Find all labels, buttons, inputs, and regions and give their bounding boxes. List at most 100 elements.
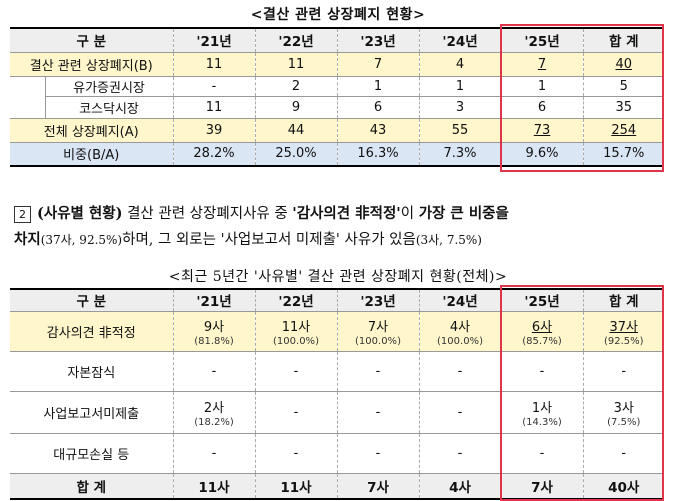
cell: 55: [418, 118, 502, 143]
cell: -: [582, 351, 664, 392]
paragraph-line-2: 차지(37사, 92.5%)하며, 그 외로는 '사업보고서 미제출' 사유가 …: [14, 227, 664, 253]
header-2021: '21년: [172, 28, 256, 53]
settlement-delisting-table: 구 분 '21년 '22년 '23년 '24년 '25년 합 계 결산 관련 상…: [10, 27, 665, 167]
cell: 9: [254, 96, 338, 119]
cell: -: [336, 391, 419, 434]
cell-value: 9사: [203, 319, 225, 335]
small-note: (3사, 7.5%): [415, 233, 482, 247]
quote-bold: '감사의견 非적정': [292, 205, 401, 222]
cell: -: [418, 391, 501, 434]
cell: 15.7%: [582, 142, 665, 167]
row-label: 유가증권시장: [44, 76, 174, 97]
table-row-total: 합 계 11사 11사 7사 4사 7사 40사: [10, 473, 664, 500]
table-row: 비중(B/A) 28.2% 25.0% 16.3% 7.3% 9.6% 15.7…: [10, 142, 665, 167]
indent-cell: [10, 96, 45, 119]
cell-pct: (85.7%): [522, 335, 562, 347]
cell: 3: [418, 96, 502, 119]
table-row: 결산 관련 상장폐지(B) 11 11 7 4 7 40: [10, 52, 665, 77]
cell: -: [336, 351, 419, 392]
cell-pct: (100.0%): [437, 335, 483, 347]
cell: 39: [172, 118, 256, 143]
tail-bold: 가장 큰 비중을: [418, 205, 509, 222]
cell: 11: [254, 52, 338, 77]
header-2023: '23년: [336, 28, 420, 53]
small-note: (37사, 92.5%): [40, 233, 123, 247]
cell-value: 11사: [281, 319, 311, 335]
cell: 11사 (100.0%): [254, 311, 337, 352]
cell: 1: [500, 76, 584, 97]
header-total: 합 계: [582, 28, 665, 53]
header-2025: '25년: [500, 289, 583, 312]
cell: 6: [500, 96, 584, 119]
table2-title: <최근 5년간 '사유별' 결산 관련 상장폐지 현황(전체)>: [168, 269, 508, 285]
cell: 9사 (81.8%): [172, 311, 255, 352]
cell-value: 1사: [531, 400, 553, 416]
text: 이: [400, 206, 419, 222]
cell: 6사 (85.7%): [500, 311, 583, 352]
cell: 44: [254, 118, 338, 143]
cell: 6: [336, 96, 420, 119]
cell: 35: [582, 96, 665, 119]
cell-value: 4사: [449, 319, 471, 335]
cell: 37사 (92.5%): [582, 311, 664, 352]
header-2022: '22년: [254, 28, 338, 53]
cell-pct: (14.3%): [522, 416, 562, 428]
cell-value: 40: [615, 56, 633, 72]
cell: 4사: [418, 473, 501, 500]
cell: 2사 (18.2%): [172, 391, 255, 434]
cell: -: [336, 433, 419, 474]
row-label: 결산 관련 상장폐지(B): [10, 52, 174, 77]
cell: -: [172, 351, 255, 392]
cell: 25.0%: [254, 142, 338, 167]
cell: -: [418, 433, 501, 474]
cell: 2: [254, 76, 338, 97]
cell: 43: [336, 118, 420, 143]
cell: -: [500, 433, 583, 474]
text: 결산 관련 상장폐지사유 중: [122, 206, 293, 222]
header-2023: '23년: [336, 289, 419, 312]
cell-pct: (92.5%): [603, 335, 644, 347]
cell: 5: [582, 76, 665, 97]
header-category: 구 분: [10, 289, 173, 312]
cell: 7사: [336, 473, 419, 500]
indent-cell: [10, 76, 45, 96]
row-label: 자본잠식: [10, 351, 173, 392]
cell: 254: [582, 118, 665, 143]
cell: 7: [336, 52, 420, 77]
header-2025: '25년: [500, 28, 584, 53]
table-row: 전체 상장폐지(A) 39 44 43 55 73 254: [10, 118, 665, 143]
row-label: 코스닥시장: [44, 96, 174, 119]
header-2024: '24년: [418, 28, 502, 53]
cell: -: [500, 351, 583, 392]
cell: 1사 (14.3%): [500, 391, 583, 434]
cell: -: [254, 351, 337, 392]
cell: -: [418, 351, 501, 392]
cell: 9.6%: [500, 142, 584, 167]
row-label: 비중(B/A): [10, 142, 174, 167]
cell-value: 7사: [367, 319, 389, 335]
header-2021: '21년: [172, 289, 255, 312]
cell: -: [172, 433, 255, 474]
table-row: 사업보고서미제출 2사 (18.2%) - - - 1사 (14.3%) 3사 (7.…: [10, 391, 664, 434]
cell-pct: (100.0%): [273, 335, 319, 347]
cell: 73: [500, 118, 584, 143]
cell: 4사 (100.0%): [418, 311, 501, 352]
table1-title: <결산 관련 상장폐지 현황>: [250, 7, 426, 23]
cell: 11사: [172, 473, 255, 500]
cell-pct: (7.5%): [607, 416, 641, 428]
item-marker: 2: [14, 205, 31, 223]
cell-pct: (81.8%): [194, 335, 234, 347]
cell: 7: [500, 52, 584, 77]
cell-value: 6사: [531, 319, 553, 335]
lead-bold: (사유별 현황): [37, 205, 123, 222]
cell: 11: [172, 96, 256, 119]
cell: 4: [418, 52, 502, 77]
cell: 11사: [254, 473, 337, 500]
header-category: 구 분: [10, 28, 174, 53]
table2-header-row: 구 분 '21년 '22년 '23년 '24년 '25년 합 계: [10, 289, 664, 312]
text: 하며, 그 외로는 '사업보고서 미제출' 사유가 있음: [122, 232, 416, 248]
row-label: 감사의견 非적정: [10, 311, 173, 352]
cell-value: 254: [611, 122, 637, 138]
table1-header-row: 구 분 '21년 '22년 '23년 '24년 '25년 합 계: [10, 28, 665, 53]
header-2022: '22년: [254, 289, 337, 312]
